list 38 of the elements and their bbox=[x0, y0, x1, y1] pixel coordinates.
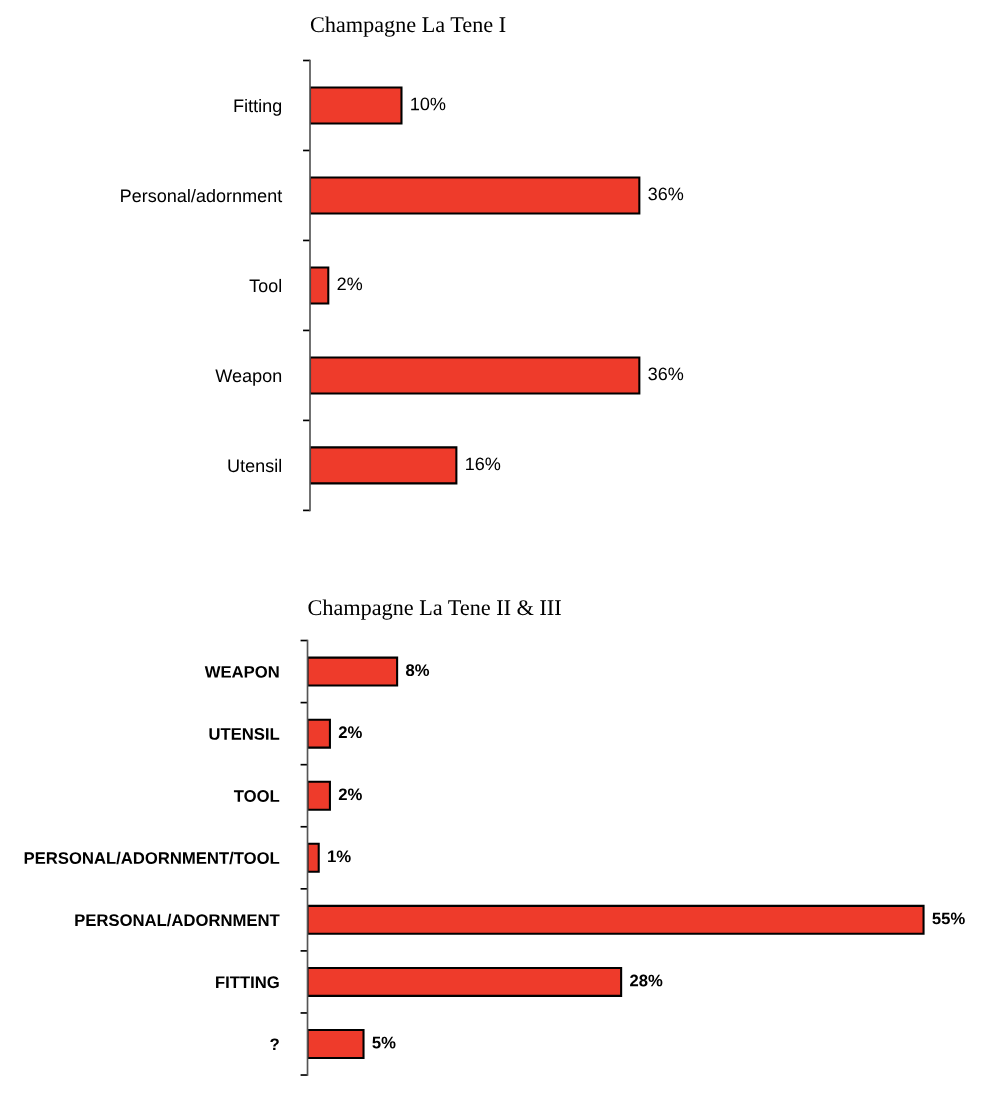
y-tick-label: UTENSIL bbox=[209, 728, 280, 740]
y-tick-label: Utensil bbox=[228, 458, 282, 473]
data-label: 1% bbox=[328, 850, 351, 863]
bar bbox=[307, 718, 331, 749]
chart-title: Champagne La Tene I bbox=[310, 16, 506, 37]
y-tick-label: Weapon bbox=[215, 369, 282, 386]
data-label: 2% bbox=[337, 277, 363, 291]
bar bbox=[310, 86, 403, 125]
data-label: 5% bbox=[372, 1036, 396, 1049]
data-label: 36% bbox=[648, 187, 684, 201]
y-tick-label: Fitting bbox=[234, 98, 282, 116]
data-label: 55% bbox=[932, 912, 965, 925]
bar bbox=[310, 446, 458, 485]
data-label: 10% bbox=[411, 97, 446, 111]
data-label: 36% bbox=[648, 367, 684, 381]
bar bbox=[307, 1028, 365, 1059]
y-tick-label: ? bbox=[270, 1038, 279, 1051]
data-label: 8% bbox=[405, 664, 430, 677]
bar bbox=[307, 780, 331, 811]
y-tick-label: TOOL bbox=[233, 790, 280, 802]
data-label: 16% bbox=[466, 457, 501, 471]
bar bbox=[310, 356, 641, 395]
y-tick-label: Tool bbox=[249, 278, 282, 293]
data-label: 2% bbox=[338, 788, 362, 801]
bar bbox=[307, 904, 925, 935]
y-tick-label: PERSONAL/ADORNMENT bbox=[75, 913, 280, 927]
y-tick-label: Personal/adornment bbox=[121, 188, 283, 203]
y-tick-label: PERSONAL/ADORNMENT/TOOL bbox=[24, 851, 280, 865]
chart-title: Champagne La Tene II & III bbox=[308, 599, 561, 620]
y-tick-label: FITTING bbox=[216, 976, 279, 989]
data-label: 28% bbox=[630, 974, 663, 987]
bar bbox=[310, 176, 641, 215]
bar bbox=[307, 656, 399, 687]
bar bbox=[307, 842, 320, 873]
bar bbox=[310, 266, 330, 305]
y-tick-label: WEAPON bbox=[204, 665, 279, 678]
data-label: 2% bbox=[338, 726, 362, 739]
bar bbox=[307, 966, 623, 997]
